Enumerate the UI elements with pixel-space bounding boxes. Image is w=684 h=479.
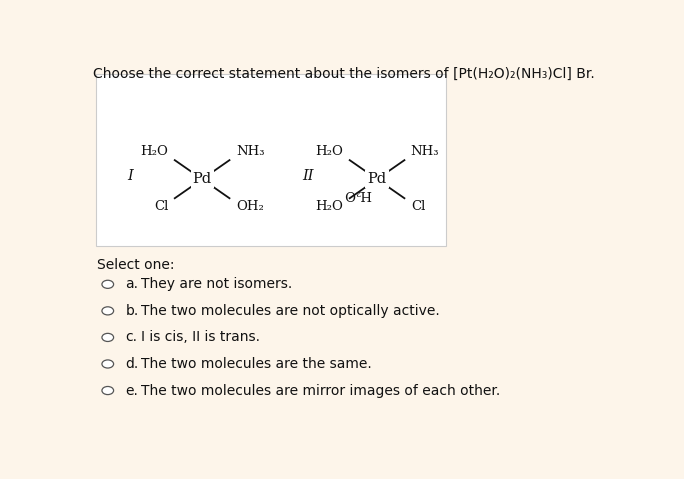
Text: c.: c.: [125, 331, 137, 344]
Text: Cl: Cl: [411, 200, 425, 213]
Text: e.: e.: [125, 384, 138, 398]
Circle shape: [102, 280, 114, 288]
Text: They are not isomers.: They are not isomers.: [141, 277, 293, 291]
Text: The two molecules are not optically active.: The two molecules are not optically acti…: [141, 304, 440, 318]
Circle shape: [102, 360, 114, 368]
Text: II: II: [302, 169, 313, 182]
Text: OH₂: OH₂: [236, 200, 264, 213]
Text: The two molecules are mirror images of each other.: The two molecules are mirror images of e…: [141, 384, 501, 398]
Circle shape: [102, 387, 114, 395]
Circle shape: [102, 307, 114, 315]
Text: a.: a.: [125, 277, 138, 291]
Text: Cl: Cl: [154, 200, 168, 213]
Text: The two molecules are the same.: The two molecules are the same.: [141, 357, 372, 371]
Text: H₂O: H₂O: [315, 200, 343, 213]
Text: H₂O: H₂O: [343, 187, 371, 200]
Text: d.: d.: [125, 357, 138, 371]
Text: I is cis, II is trans.: I is cis, II is trans.: [141, 331, 260, 344]
Text: NH₃: NH₃: [411, 145, 439, 158]
Text: H₂O: H₂O: [315, 145, 343, 158]
Text: Pd: Pd: [367, 172, 386, 186]
Text: Pd: Pd: [193, 172, 211, 186]
Text: Select one:: Select one:: [97, 259, 174, 273]
Text: b.: b.: [125, 304, 138, 318]
Text: I: I: [127, 169, 133, 182]
Circle shape: [102, 333, 114, 342]
Text: Choose the correct statement about the isomers of [Pt(H₂O)₂(NH₃)Cl] Br.: Choose the correct statement about the i…: [94, 67, 595, 80]
Text: NH₃: NH₃: [236, 145, 264, 158]
FancyBboxPatch shape: [96, 74, 446, 246]
Text: H₂O: H₂O: [140, 145, 168, 158]
